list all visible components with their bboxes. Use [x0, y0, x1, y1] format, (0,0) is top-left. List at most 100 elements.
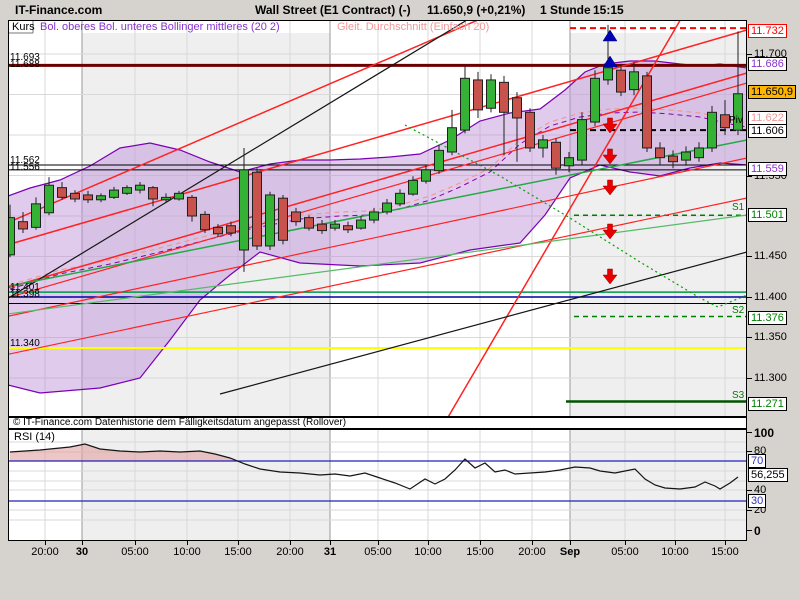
bollinger-middle-line: [9, 111, 747, 290]
x-tick-label[interactable]: 10:00: [173, 546, 201, 558]
brand[interactable]: IT-Finance.com: [15, 3, 103, 17]
x-tick-label[interactable]: 31: [323, 546, 337, 558]
x-tick-label[interactable]: 10:00: [414, 546, 442, 558]
x-tick-label[interactable]: Sep: [559, 546, 581, 558]
x-tick-label[interactable]: 05:00: [364, 546, 392, 558]
candle-down: [278, 194, 288, 245]
candle-body: [239, 169, 249, 251]
candle-down: [499, 75, 509, 156]
timeframe[interactable]: 1 Stunde: [540, 3, 591, 17]
candle-up: [31, 197, 41, 230]
x-tick-mark: [45, 541, 46, 545]
x-tick-label[interactable]: 10:00: [661, 546, 689, 558]
candle-body: [408, 179, 418, 195]
copyright-bar: © IT-Finance.com Datenhistorie dem Fälli…: [8, 417, 747, 429]
candle-up: [8, 204, 15, 258]
candle-down: [473, 71, 483, 118]
x-tick-mark: [238, 541, 239, 545]
candle-body: [213, 226, 223, 235]
price-axis[interactable]: 11.700 11.550 11.450 11.400 11.350 11.300 11.7…: [747, 20, 800, 580]
x-axis[interactable]: 20:00 30 05:00 10:00 15:00 20:00 31 05:00 10:00 1…: [8, 541, 747, 566]
candle-down: [226, 221, 236, 237]
candle-body: [122, 187, 132, 194]
candle-down: [655, 142, 665, 165]
candle-up: [135, 181, 145, 194]
price-mark-label: 11.562: [10, 155, 40, 166]
axis-tick-label: 11.400: [754, 291, 787, 303]
down-arrow-icon: [602, 268, 618, 285]
axis-value-box: 30: [748, 494, 767, 508]
x-tick-mark: [378, 541, 379, 545]
price-chart[interactable]: [8, 20, 747, 417]
x-tick-label[interactable]: 05:00: [121, 546, 149, 558]
clock: 15:15: [593, 3, 624, 17]
trend-line: [8, 72, 747, 289]
candle-down: [83, 190, 93, 204]
axis-tick-mark: [747, 256, 752, 257]
candle-down: [187, 194, 197, 222]
x-tick-mark: [428, 541, 429, 545]
trend-line: [447, 20, 682, 417]
x-tick-label[interactable]: 20:00: [31, 546, 59, 558]
candle-up: [265, 191, 275, 251]
x-tick-label[interactable]: 15:00: [224, 546, 252, 558]
candle-body: [161, 196, 171, 201]
sma-legend[interactable]: Gleit. Durchschnitt (Einfach 20): [337, 21, 490, 33]
series-label[interactable]: Kurs: [12, 21, 35, 33]
candle-body: [447, 127, 457, 153]
x-tick-mark: [480, 541, 481, 545]
rsi-overbought-fill: [10, 444, 238, 461]
last-price: 11.650,9 (+0,21%): [427, 3, 526, 17]
candle-up: [733, 31, 743, 135]
axis-value-box: 11.376: [748, 311, 787, 325]
candle-down: [512, 92, 522, 162]
candle-down: [252, 168, 262, 251]
candle-body: [174, 192, 184, 200]
axis-tick-label: 0: [754, 524, 761, 538]
bollinger-band-fill: [8, 61, 747, 393]
axis-value-box: 11.622: [748, 111, 787, 125]
axis-tick-mark: [747, 510, 752, 511]
price-mark-label: 11.556: [10, 162, 40, 173]
bollinger-legend[interactable]: Bol. oberes Bol. unteres Bollinger mittl…: [40, 21, 280, 33]
candle-body: [317, 223, 327, 232]
x-tick-mark: [187, 541, 188, 545]
axis-tick-mark: [747, 451, 752, 452]
rsi-label[interactable]: RSI (14): [14, 431, 55, 443]
candle-up: [161, 193, 171, 204]
candle-body: [577, 119, 587, 161]
axis-value-box: 11.732: [748, 24, 787, 38]
axis-value-box: 11.271: [748, 397, 787, 411]
axis-tick-mark: [747, 490, 752, 491]
candle-body: [538, 139, 548, 149]
x-tick-label[interactable]: 20:00: [276, 546, 304, 558]
x-tick-label[interactable]: 15:00: [466, 546, 494, 558]
x-tick-label[interactable]: 30: [75, 546, 89, 558]
axis-tick-mark: [747, 378, 752, 379]
price-mark-label: 11.340: [10, 338, 40, 349]
candle-body: [343, 225, 353, 231]
candle-body: [187, 196, 197, 217]
axis-tick-label: 100: [754, 426, 775, 440]
candle-up: [538, 135, 548, 158]
axis-value-box: 11.686: [748, 57, 787, 71]
price-mark-label: 11.401: [10, 282, 40, 293]
x-tick-label[interactable]: 05:00: [611, 546, 639, 558]
candle-body: [382, 202, 392, 213]
candle-body: [616, 69, 626, 93]
x-tick-label[interactable]: 20:00: [518, 546, 546, 558]
rsi-chart[interactable]: [8, 429, 747, 541]
candle-up: [369, 207, 379, 224]
candle-body: [83, 194, 93, 201]
candle-body: [31, 203, 41, 228]
candle-down: [57, 181, 67, 200]
candle-up: [239, 147, 249, 272]
candle-body: [681, 151, 691, 161]
candle-up: [96, 193, 106, 203]
x-tick-mark: [675, 541, 676, 545]
axis-tick-label: 11.300: [754, 372, 787, 384]
candle-down: [148, 186, 158, 207]
copyright-text: © IT-Finance.com Datenhistorie dem Fälli…: [13, 417, 347, 428]
candle-down: [616, 63, 626, 97]
x-tick-label[interactable]: 15:00: [711, 546, 739, 558]
